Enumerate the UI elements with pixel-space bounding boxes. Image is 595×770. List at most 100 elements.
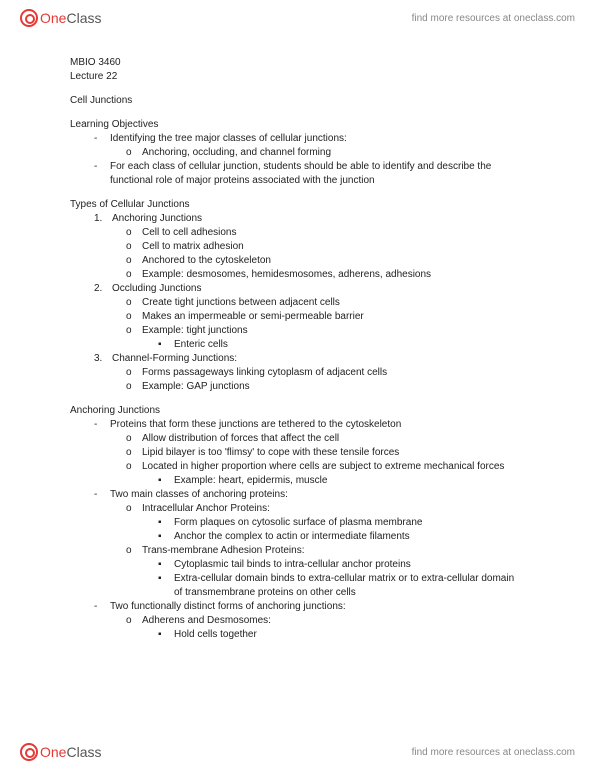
list-text: Cell to cell adhesions	[142, 226, 525, 240]
list-text: Occluding Junctions	[112, 282, 525, 296]
list-text: Cell to matrix adhesion	[142, 240, 525, 254]
list-item: ▪Hold cells together	[158, 628, 525, 642]
list-text: Adherens and Desmosomes:	[142, 614, 525, 628]
list-text: Intracellular Anchor Proteins:	[142, 502, 525, 516]
list-text: Allow distribution of forces that affect…	[142, 432, 525, 446]
square-bullet: ▪	[158, 572, 174, 600]
logo-one: One	[40, 744, 66, 760]
dash-bullet: -	[94, 600, 110, 614]
list-text: Anchoring Junctions	[112, 212, 525, 226]
section-heading: Anchoring Junctions	[70, 404, 525, 418]
logo-text: OneClass	[40, 744, 101, 760]
list-item: oForms passageways linking cytoplasm of …	[126, 366, 525, 380]
list-text: Example: heart, epidermis, muscle	[174, 474, 525, 488]
brand-logo: OneClass	[20, 743, 101, 761]
o-bullet: o	[126, 240, 142, 254]
square-bullet: ▪	[158, 516, 174, 530]
list-text: Identifying the tree major classes of ce…	[110, 132, 525, 146]
list-text: Form plaques on cytosolic surface of pla…	[174, 516, 525, 530]
list-item: ▪Form plaques on cytosolic surface of pl…	[158, 516, 525, 530]
logo-icon	[20, 9, 38, 27]
list-item: -For each class of cellular junction, st…	[94, 160, 525, 188]
list-text: Cytoplasmic tail binds to intra-cellular…	[174, 558, 525, 572]
page-header: OneClass find more resources at oneclass…	[0, 0, 595, 36]
list-text: Extra-cellular domain binds to extra-cel…	[174, 572, 525, 600]
list-text: Example: desmosomes, hemidesmosomes, adh…	[142, 268, 525, 282]
dash-bullet: -	[94, 160, 110, 188]
list-text: For each class of cellular junction, stu…	[110, 160, 525, 188]
o-bullet: o	[126, 544, 142, 558]
square-bullet: ▪	[158, 628, 174, 642]
list-item: -Two functionally distinct forms of anch…	[94, 600, 525, 614]
list-number: 1.	[94, 212, 112, 226]
logo-class: Class	[66, 744, 101, 760]
o-bullet: o	[126, 432, 142, 446]
list-item: oExample: GAP junctions	[126, 380, 525, 394]
o-bullet: o	[126, 614, 142, 628]
list-number: 2.	[94, 282, 112, 296]
list-number: 3.	[94, 352, 112, 366]
list-item: oCell to cell adhesions	[126, 226, 525, 240]
list-text: Create tight junctions between adjacent …	[142, 296, 525, 310]
o-bullet: o	[126, 446, 142, 460]
brand-logo: OneClass	[20, 9, 101, 27]
list-text: Example: tight junctions	[142, 324, 525, 338]
header-tagline: find more resources at oneclass.com	[412, 13, 575, 24]
list-item: oCell to matrix adhesion	[126, 240, 525, 254]
list-item: ▪Enteric cells	[158, 338, 525, 352]
square-bullet: ▪	[158, 530, 174, 544]
o-bullet: o	[126, 268, 142, 282]
dash-bullet: -	[94, 132, 110, 146]
list-item: ▪Example: heart, epidermis, muscle	[158, 474, 525, 488]
logo-class: Class	[66, 10, 101, 26]
list-item: 3.Channel-Forming Junctions:	[94, 352, 525, 366]
list-item: oAllow distribution of forces that affec…	[126, 432, 525, 446]
list-text: Lipid bilayer is too 'flimsy' to cope wi…	[142, 446, 525, 460]
list-item: ▪Anchor the complex to actin or intermed…	[158, 530, 525, 544]
list-text: Enteric cells	[174, 338, 525, 352]
list-text: Anchor the complex to actin or intermedi…	[174, 530, 525, 544]
list-item: oLipid bilayer is too 'flimsy' to cope w…	[126, 446, 525, 460]
list-text: Anchoring, occluding, and channel formin…	[142, 146, 525, 160]
o-bullet: o	[126, 254, 142, 268]
list-text: Channel-Forming Junctions:	[112, 352, 525, 366]
list-text: Proteins that form these junctions are t…	[110, 418, 525, 432]
topic-title: Cell Junctions	[70, 94, 525, 108]
list-text: Trans-membrane Adhesion Proteins:	[142, 544, 525, 558]
list-item: oLocated in higher proportion where cell…	[126, 460, 525, 474]
logo-one: One	[40, 10, 66, 26]
list-text: Hold cells together	[174, 628, 525, 642]
o-bullet: o	[126, 460, 142, 474]
o-bullet: o	[126, 380, 142, 394]
list-item: oAdherens and Desmosomes:	[126, 614, 525, 628]
list-item: 1.Anchoring Junctions	[94, 212, 525, 226]
list-item: oExample: desmosomes, hemidesmosomes, ad…	[126, 268, 525, 282]
square-bullet: ▪	[158, 338, 174, 352]
list-item: -Two main classes of anchoring proteins:	[94, 488, 525, 502]
o-bullet: o	[126, 310, 142, 324]
list-item: oMakes an impermeable or semi-permeable …	[126, 310, 525, 324]
list-item: oCreate tight junctions between adjacent…	[126, 296, 525, 310]
list-item: ▪Extra-cellular domain binds to extra-ce…	[158, 572, 525, 600]
list-item: -Identifying the tree major classes of c…	[94, 132, 525, 146]
list-item: -Proteins that form these junctions are …	[94, 418, 525, 432]
document-body: MBIO 3460 Lecture 22 Cell Junctions Lear…	[0, 36, 595, 692]
lecture-number: Lecture 22	[70, 70, 525, 84]
list-text: Forms passageways linking cytoplasm of a…	[142, 366, 525, 380]
o-bullet: o	[126, 296, 142, 310]
section-heading: Learning Objectives	[70, 118, 525, 132]
square-bullet: ▪	[158, 474, 174, 488]
list-item: oTrans-membrane Adhesion Proteins:	[126, 544, 525, 558]
logo-text: OneClass	[40, 10, 101, 26]
list-item: 2.Occluding Junctions	[94, 282, 525, 296]
list-item: oExample: tight junctions	[126, 324, 525, 338]
dash-bullet: -	[94, 418, 110, 432]
o-bullet: o	[126, 226, 142, 240]
o-bullet: o	[126, 502, 142, 516]
list-text: Located in higher proportion where cells…	[142, 460, 525, 474]
list-text: Two functionally distinct forms of ancho…	[110, 600, 525, 614]
page-footer: OneClass find more resources at oneclass…	[0, 734, 595, 770]
list-item: ▪Cytoplasmic tail binds to intra-cellula…	[158, 558, 525, 572]
section-heading: Types of Cellular Junctions	[70, 198, 525, 212]
list-item: oAnchored to the cytoskeleton	[126, 254, 525, 268]
